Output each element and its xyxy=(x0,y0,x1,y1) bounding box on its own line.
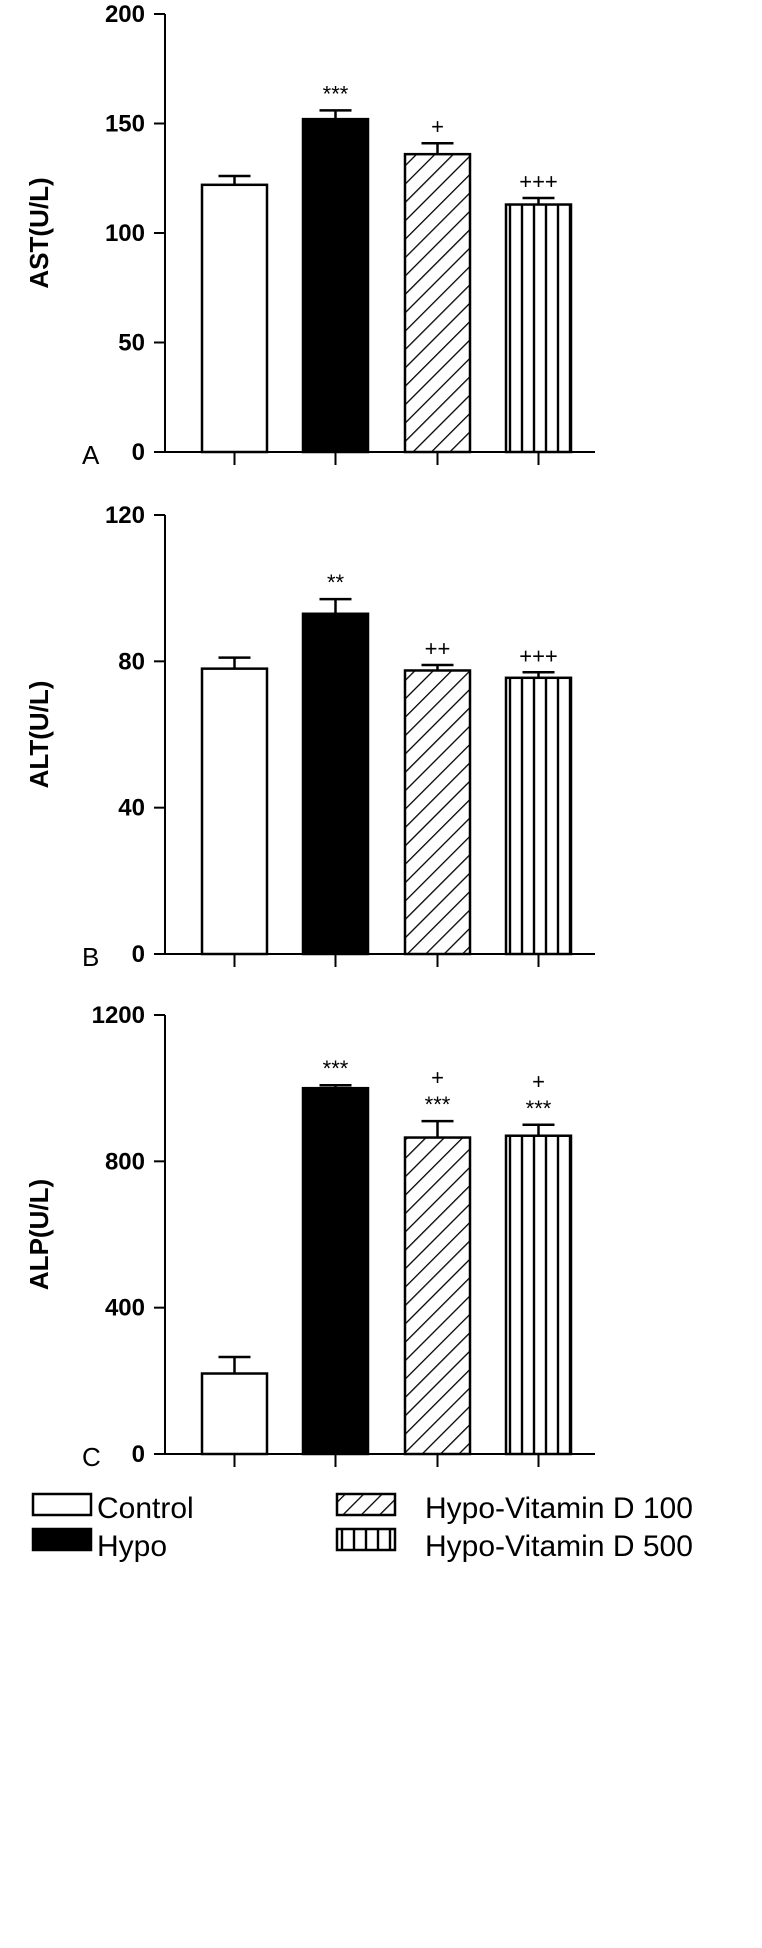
y-tick-label: 0 xyxy=(132,1441,145,1468)
y-axis-label: ALT(U/L) xyxy=(24,681,54,789)
significance-label: ** xyxy=(327,570,345,595)
bar-hypo-vitd-100 xyxy=(403,669,472,956)
bar-control xyxy=(200,183,269,454)
bar-hypo xyxy=(301,117,370,454)
y-axis-label: ALP(U/L) xyxy=(24,1179,54,1290)
y-tick-label: 200 xyxy=(105,1,145,28)
legend-label: Control xyxy=(97,1492,194,1525)
legend-item-hypo-vitd-500: Hypo-Vitamin D 500 xyxy=(335,1527,693,1563)
y-tick-label: 80 xyxy=(118,648,145,675)
legend: Control Hypo Hypo-Vitamin D 100 Hypo-Vitami… xyxy=(31,1492,693,1563)
legend-item-hypo: Hypo xyxy=(31,1527,167,1563)
bar-hypo-vitd-100 xyxy=(403,1136,472,1456)
legend-item-control: Control xyxy=(31,1492,194,1525)
legend-swatch xyxy=(31,1527,93,1552)
y-tick-label: 0 xyxy=(132,941,145,968)
bar-hypo-vitd-500 xyxy=(504,1134,573,1456)
y-tick-label: 1200 xyxy=(92,1002,145,1029)
panel-letter: A xyxy=(82,440,100,470)
significance-label: + xyxy=(532,1069,545,1094)
y-tick-label: 800 xyxy=(105,1148,145,1175)
legend-label: Hypo xyxy=(97,1530,167,1563)
significance-label: *** xyxy=(323,1056,349,1081)
significance-label: *** xyxy=(526,1096,552,1121)
bar-hypo-vitd-500 xyxy=(504,203,573,454)
significance-label: *** xyxy=(425,1092,451,1117)
legend-item-hypo-vitd-100: Hypo-Vitamin D 100 xyxy=(335,1492,693,1525)
bar-hypo-vitd-100 xyxy=(403,152,472,454)
y-tick-label: 40 xyxy=(118,795,145,822)
significance-label: + xyxy=(431,114,444,139)
bar-control xyxy=(200,1372,269,1456)
panel-letter: B xyxy=(82,942,99,972)
y-tick-label: 0 xyxy=(132,439,145,466)
chart-panels: 050100150200AST(U/L)A***++++04080120ALT(… xyxy=(24,1,595,1472)
significance-label: ++ xyxy=(425,636,451,661)
y-tick-label: 120 xyxy=(105,502,145,529)
legend-swatch xyxy=(31,1492,93,1517)
legend-label: Hypo-Vitamin D 500 xyxy=(425,1530,693,1563)
legend-swatch xyxy=(335,1492,397,1517)
significance-label: +++ xyxy=(519,643,558,668)
bar-hypo-vitd-500 xyxy=(504,676,573,956)
bar-hypo xyxy=(301,1086,370,1456)
y-tick-label: 100 xyxy=(105,220,145,247)
bar-control xyxy=(200,667,269,956)
significance-label: *** xyxy=(323,81,349,106)
panel-letter: C xyxy=(82,1442,101,1472)
legend-label: Hypo-Vitamin D 100 xyxy=(425,1492,693,1525)
bar-hypo xyxy=(301,612,370,956)
y-tick-label: 50 xyxy=(118,330,145,357)
significance-label: + xyxy=(431,1065,444,1090)
significance-label: +++ xyxy=(519,169,558,194)
legend-swatch xyxy=(335,1527,397,1552)
y-tick-label: 400 xyxy=(105,1295,145,1322)
y-tick-label: 150 xyxy=(105,111,145,138)
y-axis-label: AST(U/L) xyxy=(24,177,54,288)
